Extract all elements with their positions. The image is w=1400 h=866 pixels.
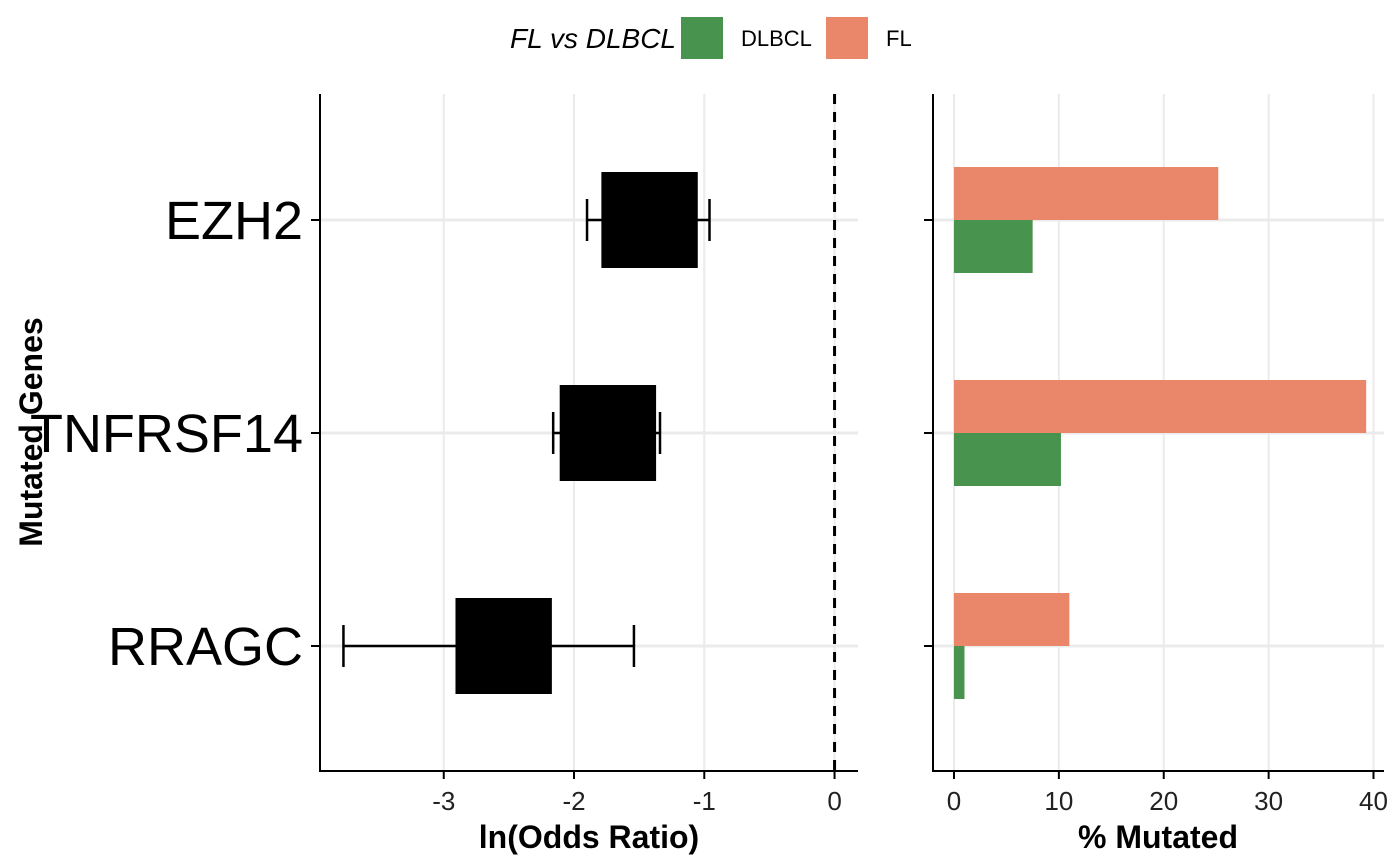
legend-swatch-dlbcl	[681, 17, 723, 59]
forest-x-axis-title: ln(Odds Ratio)	[479, 819, 699, 855]
forest-plot-panel: -3 -2 -1 0 EZH2 TNFRSF14 RRAGC ln(Odds Ratio)…	[13, 94, 858, 855]
bar-x-tick-label: 10	[1044, 786, 1073, 816]
forest-x-ticks: -3 -2 -1 0	[432, 771, 842, 816]
bar-x-tick-label: 40	[1359, 786, 1388, 816]
bar-fl-rragc	[953, 593, 1070, 646]
bar-x-ticks: 0 10 20 30 40	[947, 771, 1388, 816]
bar-marks	[953, 167, 1367, 699]
forest-x-tick-label: -2	[562, 786, 585, 816]
legend-title: FL vs DLBCL	[510, 23, 676, 54]
forest-y-ticks: EZH2 TNFRSF14 RRAGC	[30, 191, 320, 677]
forest-x-tick-label: -1	[693, 786, 716, 816]
bar-fl-ezh2	[953, 167, 1219, 220]
y-axis-title: Mutated Genes	[13, 317, 49, 546]
bar-x-tick-label: 20	[1149, 786, 1178, 816]
bar-x-tick-label: 30	[1254, 786, 1283, 816]
legend-label-fl: FL	[886, 26, 912, 51]
bar-x-tick-label: 0	[947, 786, 961, 816]
forest-x-tick-label: -3	[432, 786, 455, 816]
bar-dlbcl-rragc	[953, 646, 965, 699]
estimate-box-rragc	[455, 598, 552, 694]
legend-label-dlbcl: DLBCL	[741, 26, 812, 51]
forest-marks	[342, 172, 711, 694]
legend-swatch-fl	[826, 17, 868, 59]
gene-label-ezh2: EZH2	[165, 191, 303, 251]
bar-dlbcl-ezh2	[953, 220, 1033, 273]
bar-fl-tnfrsf14	[953, 380, 1367, 433]
bar-dlbcl-tnfrsf14	[953, 433, 1061, 486]
gene-label-rragc: RRAGC	[108, 617, 303, 677]
estimate-box-ezh2	[601, 172, 698, 268]
bar-y-ticks	[924, 219, 933, 647]
legend: FL vs DLBCL DLBCL FL	[510, 17, 912, 59]
gene-label-tnfrsf14: TNFRSF14	[30, 404, 303, 464]
forest-x-tick-label: 0	[827, 786, 841, 816]
bar-x-axis-title: % Mutated	[1078, 819, 1238, 855]
bar-chart-panel: 0 10 20 30 40 % Mutated	[924, 94, 1388, 855]
estimate-box-tnfrsf14	[559, 385, 657, 481]
